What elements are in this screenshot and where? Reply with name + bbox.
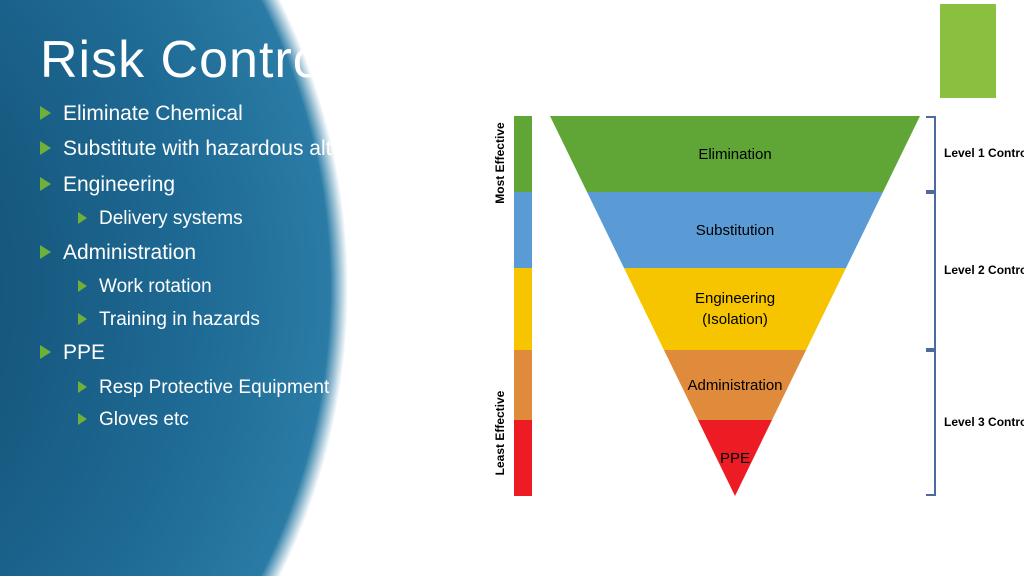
funnel-segment-label: Administration: [550, 350, 920, 420]
right-panel: Most Effective Least Effective Eliminati…: [470, 0, 1024, 576]
bullet-triangle-icon: [40, 177, 51, 191]
effectiveness-segment: [514, 420, 532, 496]
bullet-sub-item: Training in hazards: [78, 307, 430, 333]
bullet-triangle-icon: [40, 345, 51, 359]
level-label: Level 3 Controls: [944, 415, 1024, 429]
bullet-text: PPE: [63, 339, 105, 367]
least-effective-label: Least Effective: [493, 373, 507, 493]
bullet-item: Administration: [40, 239, 430, 267]
bullet-list: Eliminate Chemical Substitute with hazard…: [40, 100, 430, 433]
page-title: Risk Control: [40, 30, 430, 90]
level-bracket: [926, 350, 936, 496]
bullet-triangle-icon: [78, 381, 87, 393]
bullet-text: Work rotation: [99, 274, 212, 300]
effectiveness-labels: Most Effective Least Effective: [490, 116, 510, 496]
bullet-text: Eliminate Chemical: [63, 100, 243, 128]
funnel-segment-label: Elimination: [550, 116, 920, 192]
left-panel: Risk Control Eliminate Chemical Substitut…: [0, 0, 470, 576]
bullet-item: Eliminate Chemical: [40, 100, 430, 128]
funnel-segment-label: Engineering (Isolation): [550, 268, 920, 350]
effectiveness-segment: [514, 268, 532, 350]
effectiveness-bar: [514, 116, 532, 496]
bullet-sub-item: Delivery systems: [78, 206, 430, 232]
funnel-segment-label: PPE: [550, 420, 920, 496]
most-effective-label: Most Effective: [493, 103, 507, 223]
bullet-text: Delivery systems: [99, 206, 243, 232]
bullet-triangle-icon: [40, 141, 51, 155]
bullet-sub-item: Resp Protective Equipment: [78, 375, 430, 401]
funnel-segment-label: Substitution: [550, 192, 920, 268]
bullet-item: Engineering: [40, 171, 430, 199]
level-label: Level 1 Controls: [944, 146, 1024, 160]
bullet-item: Substitute with hazardous alternative: [40, 135, 430, 163]
bullet-triangle-icon: [40, 245, 51, 259]
bullet-text: Resp Protective Equipment: [99, 375, 329, 401]
bullet-item: PPE: [40, 339, 430, 367]
bullet-sub-item: Work rotation: [78, 274, 430, 300]
bullet-triangle-icon: [78, 313, 87, 325]
level-label: Level 2 Controls: [944, 263, 1024, 277]
bullet-text: Gloves etc: [99, 407, 189, 433]
decorative-block: [940, 4, 996, 98]
bullet-text: Training in hazards: [99, 307, 260, 333]
bullet-sub-item: Gloves etc: [78, 407, 430, 433]
level-bracket: [926, 116, 936, 192]
bullet-text: Engineering: [63, 171, 175, 199]
funnel-labels-layer: EliminationSubstitutionEngineering (Isol…: [550, 116, 920, 496]
effectiveness-segment: [514, 192, 532, 268]
effectiveness-segment: [514, 350, 532, 420]
bullet-text: Administration: [63, 239, 196, 267]
bullet-triangle-icon: [78, 280, 87, 292]
bullet-text: Substitute with hazardous alternative: [63, 135, 406, 163]
bullet-triangle-icon: [78, 413, 87, 425]
level-bracket: [926, 192, 936, 350]
effectiveness-segment: [514, 116, 532, 192]
bullet-triangle-icon: [78, 212, 87, 224]
bullet-triangle-icon: [40, 106, 51, 120]
